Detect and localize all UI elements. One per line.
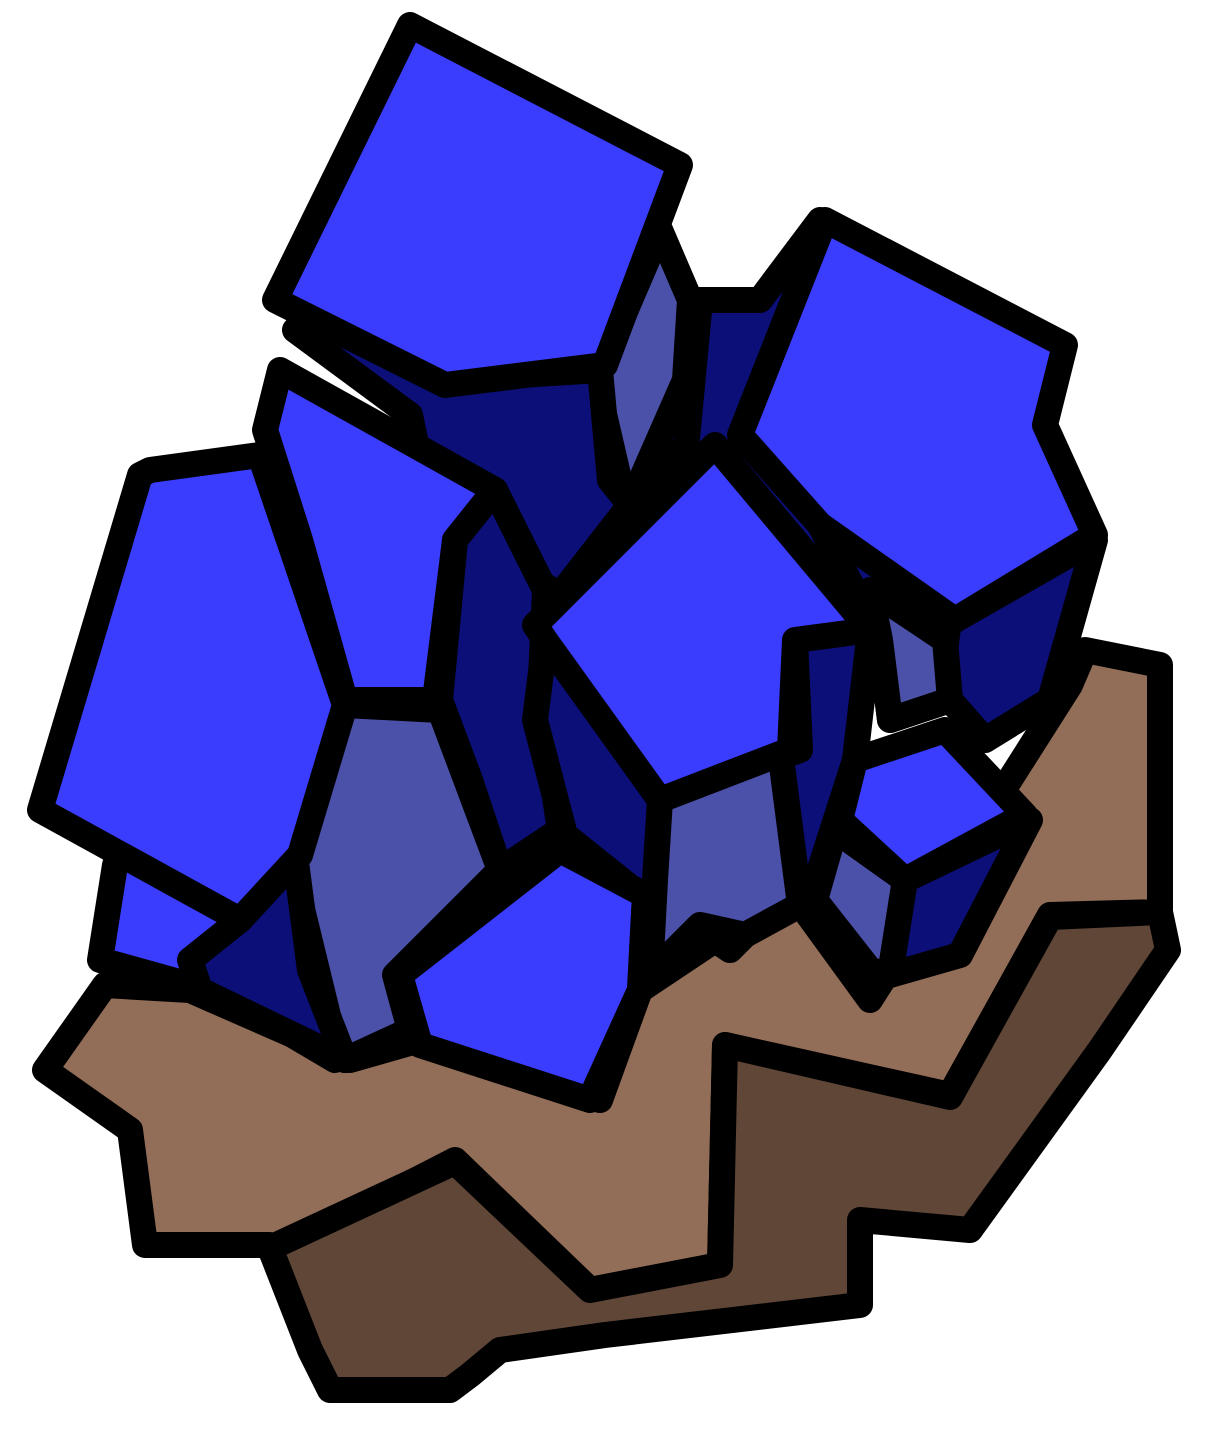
- crystal-edge-lines: [288, 363, 962, 1067]
- crystal-small-front: [387, 837, 668, 1113]
- rock-side-face: [257, 899, 1181, 1403]
- crystal-tall-top: [262, 12, 713, 608]
